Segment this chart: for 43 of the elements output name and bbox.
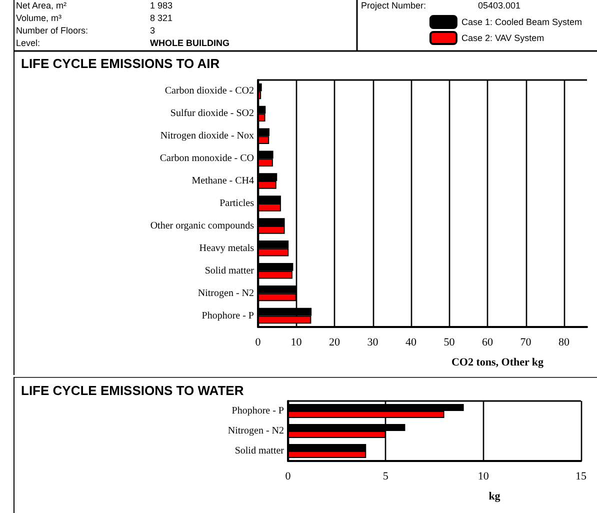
y-tick-label: Nitrogen dioxide - Nox — [160, 130, 254, 142]
y-tick-label: Nitrogen - N2 — [228, 426, 284, 436]
y-tick-label: Sulfur dioxide - SO2 — [170, 108, 254, 120]
x-tick-label: 20 — [329, 336, 341, 348]
text: 3 — [150, 26, 156, 36]
x-tick-label: 70 — [520, 336, 532, 348]
text: Number of Floors: — [16, 26, 88, 36]
y-tick-label: Particles — [220, 198, 254, 209]
x-tick-label: 80 — [558, 336, 570, 348]
x-tick-label: 15 — [576, 470, 587, 482]
text: LIFE CYCLE EMISSIONS TO WATER — [21, 383, 244, 398]
text: LIFE CYCLE EMISSIONS TO AIR — [21, 56, 220, 71]
y-tick-label: Heavy metals — [199, 242, 254, 254]
text: Volume, m³ — [16, 13, 62, 23]
x-tick-label: 40 — [406, 336, 418, 348]
x-tick-label: 60 — [482, 336, 494, 348]
x-tick-label: 0 — [285, 470, 292, 482]
y-tick-label: Nitrogen - N2 — [198, 288, 254, 299]
y-tick-label: Phophore - P — [202, 310, 254, 322]
y-tick-label: Carbon dioxide - CO2 — [164, 86, 254, 97]
x-axis-title: kg — [488, 490, 501, 502]
y-tick-label: Carbon monoxide - CO — [160, 153, 254, 164]
text: 8 321 — [150, 13, 173, 23]
x-axis-title: CO2 tons, Other kg — [451, 356, 544, 368]
text: WHOLE BUILDING — [150, 38, 230, 48]
x-tick-label: 10 — [290, 336, 302, 348]
text: Project Number: — [361, 0, 426, 10]
text: 1 983 — [150, 0, 173, 10]
x-tick-label: 0 — [255, 336, 262, 348]
x-tick-label: 5 — [382, 470, 389, 482]
legend-label: Case 1: Cooled Beam System — [461, 17, 582, 27]
text: Level: — [16, 38, 40, 48]
y-tick-label: Solid matter — [204, 265, 255, 276]
text: 05403.001 — [478, 0, 521, 10]
legend-label: Case 2: VAV System — [461, 33, 544, 43]
y-tick-label: Phophore - P — [232, 406, 284, 416]
y-tick-label: Methane - CH4 — [192, 176, 254, 187]
x-tick-label: 50 — [444, 336, 456, 348]
text: Net Area, m² — [16, 0, 67, 10]
y-tick-label: Other organic compounds — [150, 220, 254, 232]
y-tick-label: Solid matter — [234, 446, 285, 456]
x-tick-label: 30 — [367, 336, 379, 348]
x-tick-label: 10 — [478, 470, 490, 482]
